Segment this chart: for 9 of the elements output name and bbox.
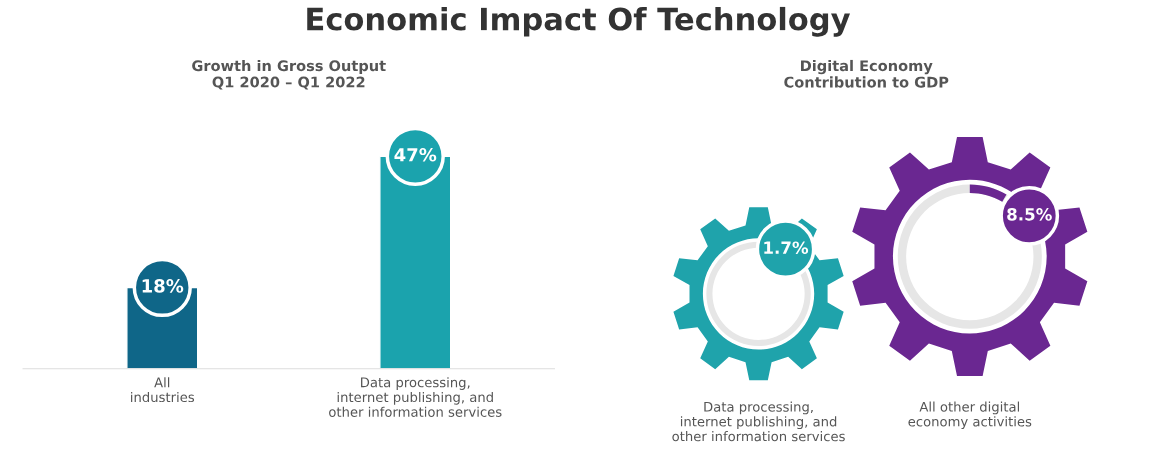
data-label: 1.7%: [764, 241, 809, 254]
chart-subtitle: Growth in Gross Output Q1 2020 – Q1 2022: [192, 59, 386, 90]
chart-title: Economic Impact Of Technology: [307, 6, 851, 37]
data-label: 47%: [394, 147, 437, 162]
data-label: 8.5%: [1007, 208, 1052, 221]
data-label: 18%: [142, 279, 184, 293]
text: Digital Economy Contribution to GDP: [784, 59, 949, 88]
category-label: All other digital economy activities: [908, 401, 1032, 430]
x-tick-label: All industries: [131, 377, 195, 403]
